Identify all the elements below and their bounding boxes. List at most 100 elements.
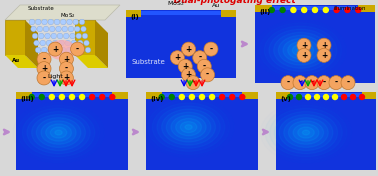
- Ellipse shape: [176, 118, 201, 136]
- Bar: [16, 92, 32, 99]
- Ellipse shape: [32, 115, 85, 150]
- Circle shape: [269, 8, 274, 12]
- Circle shape: [73, 47, 78, 53]
- Circle shape: [297, 38, 311, 52]
- Circle shape: [193, 51, 207, 65]
- Circle shape: [85, 47, 91, 53]
- Circle shape: [29, 95, 34, 99]
- Circle shape: [59, 71, 73, 85]
- Circle shape: [341, 95, 347, 99]
- Ellipse shape: [166, 112, 211, 142]
- Text: (v): (v): [280, 96, 291, 102]
- Circle shape: [77, 40, 83, 46]
- Circle shape: [305, 95, 310, 99]
- Text: Au: Au: [212, 3, 220, 8]
- Circle shape: [35, 47, 41, 53]
- Text: +: +: [182, 62, 188, 71]
- Text: -: -: [198, 53, 201, 62]
- Ellipse shape: [284, 118, 328, 147]
- Circle shape: [50, 95, 54, 99]
- Ellipse shape: [293, 124, 319, 141]
- Text: MoS$_2$: MoS$_2$: [167, 0, 184, 8]
- Bar: [255, 5, 375, 83]
- Bar: [290, 93, 362, 97]
- Circle shape: [54, 19, 60, 25]
- Circle shape: [37, 62, 51, 76]
- Bar: [276, 92, 290, 99]
- Circle shape: [40, 40, 46, 46]
- Circle shape: [51, 33, 57, 39]
- Circle shape: [170, 51, 184, 65]
- Circle shape: [186, 76, 200, 90]
- Circle shape: [76, 33, 82, 39]
- Circle shape: [317, 38, 331, 52]
- Circle shape: [179, 95, 184, 99]
- Ellipse shape: [171, 115, 206, 139]
- Circle shape: [302, 8, 307, 12]
- Circle shape: [36, 19, 41, 25]
- Ellipse shape: [297, 48, 304, 53]
- Circle shape: [54, 47, 60, 53]
- Circle shape: [80, 95, 85, 99]
- Text: +: +: [174, 53, 180, 62]
- Circle shape: [334, 8, 339, 12]
- Polygon shape: [5, 20, 25, 55]
- Circle shape: [291, 8, 296, 12]
- Text: -: -: [65, 64, 68, 73]
- Circle shape: [313, 8, 318, 12]
- Circle shape: [70, 33, 75, 39]
- Bar: [16, 92, 128, 170]
- Circle shape: [68, 26, 74, 32]
- Text: Substrate: Substrate: [132, 59, 166, 65]
- Ellipse shape: [274, 32, 327, 68]
- Polygon shape: [95, 20, 108, 68]
- Circle shape: [48, 19, 54, 25]
- Ellipse shape: [46, 124, 71, 141]
- Circle shape: [39, 95, 44, 99]
- Text: -: -: [310, 78, 314, 87]
- Circle shape: [100, 95, 105, 99]
- Text: -: -: [322, 78, 325, 87]
- Circle shape: [181, 42, 195, 56]
- Bar: [146, 92, 162, 99]
- Ellipse shape: [55, 130, 62, 135]
- Circle shape: [324, 95, 328, 99]
- Circle shape: [359, 95, 364, 99]
- Polygon shape: [75, 55, 108, 68]
- Circle shape: [59, 52, 73, 66]
- Circle shape: [293, 76, 307, 90]
- Text: (ii): (ii): [259, 9, 270, 15]
- Text: -: -: [287, 78, 290, 87]
- Text: (iv): (iv): [150, 96, 163, 102]
- Circle shape: [39, 33, 44, 39]
- Text: +: +: [63, 55, 70, 64]
- Circle shape: [59, 62, 73, 76]
- Text: -: -: [42, 73, 46, 83]
- Text: Au: Au: [12, 58, 20, 63]
- Circle shape: [65, 40, 71, 46]
- Circle shape: [59, 40, 64, 46]
- Text: -: -: [42, 55, 46, 64]
- Circle shape: [46, 40, 52, 46]
- Bar: [112, 92, 128, 99]
- Bar: [221, 10, 236, 17]
- Circle shape: [240, 95, 245, 99]
- Circle shape: [288, 95, 293, 99]
- Ellipse shape: [180, 122, 197, 133]
- Bar: [141, 11, 221, 15]
- Circle shape: [32, 33, 38, 39]
- Circle shape: [189, 95, 194, 99]
- Ellipse shape: [292, 45, 309, 56]
- Text: +: +: [301, 41, 307, 50]
- Ellipse shape: [50, 127, 67, 138]
- Text: +: +: [301, 51, 307, 60]
- Text: -: -: [335, 78, 338, 87]
- Circle shape: [297, 48, 311, 62]
- Circle shape: [79, 47, 85, 53]
- Polygon shape: [25, 20, 38, 68]
- Circle shape: [53, 40, 58, 46]
- Circle shape: [204, 42, 218, 56]
- Circle shape: [178, 59, 192, 73]
- Bar: [255, 5, 272, 12]
- Circle shape: [60, 19, 66, 25]
